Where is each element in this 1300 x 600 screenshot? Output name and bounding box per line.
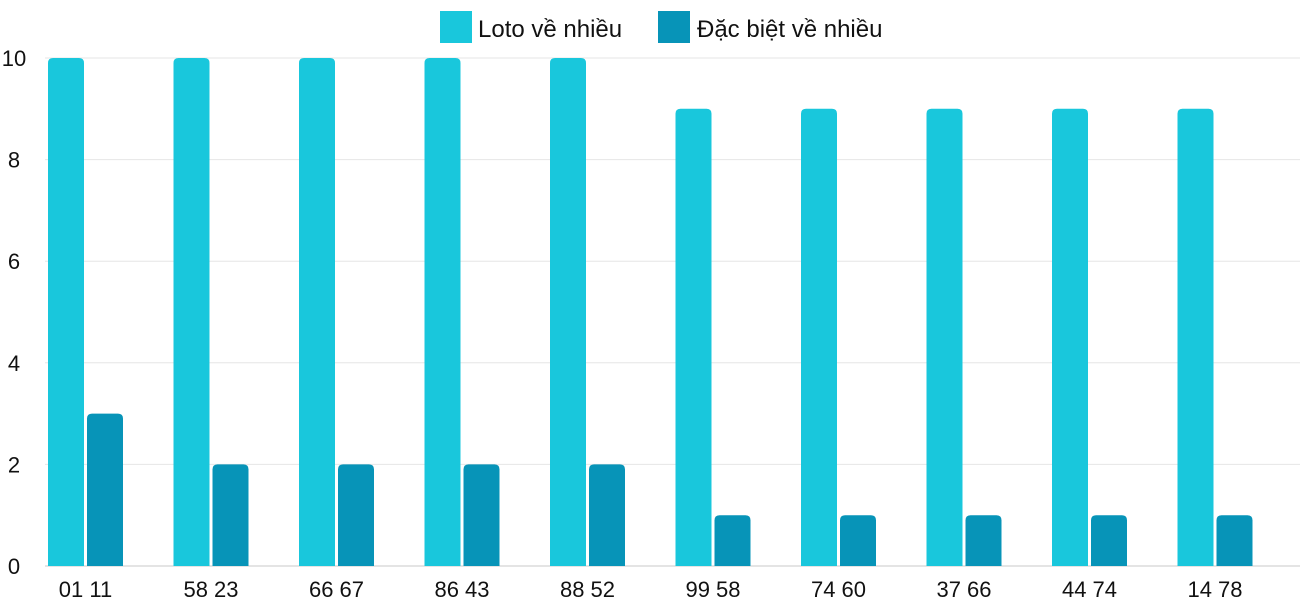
y-axis: 0 2 4 6 8 10 [2, 46, 26, 579]
x-tick-label: 99 58 [685, 577, 740, 600]
bar-loto-66-67[interactable] [299, 58, 335, 566]
x-tick-label: 88 52 [560, 577, 615, 600]
x-tick-label: 86 43 [434, 577, 489, 600]
x-tick-label: 37 66 [936, 577, 991, 600]
bar-dac-biet-99-58[interactable] [714, 515, 751, 566]
bar-loto-86-43[interactable] [424, 58, 461, 566]
y-tick-label: 6 [8, 249, 20, 274]
x-tick-label: 58 23 [183, 577, 238, 600]
bar-loto-88-52[interactable] [550, 58, 586, 566]
bar-loto-99-58[interactable] [675, 108, 712, 567]
legend-swatch-loto [440, 11, 472, 43]
bar-dac-biet-74-60[interactable] [840, 515, 876, 566]
bar-dac-biet-01-11[interactable] [87, 413, 123, 566]
x-tick-label: 14 78 [1187, 577, 1242, 600]
legend-item-loto[interactable]: Loto về nhiều [440, 11, 622, 43]
bar-dac-biet-14-78[interactable] [1216, 515, 1253, 566]
bars [48, 58, 1253, 567]
bar-dac-biet-88-52[interactable] [589, 464, 625, 566]
y-tick-label: 2 [8, 452, 20, 477]
x-tick-label: 74 60 [811, 577, 866, 600]
grid [45, 57, 1300, 567]
bar-loto-44-74[interactable] [1052, 108, 1088, 567]
bar-dac-biet-66-67[interactable] [338, 464, 374, 566]
bar-loto-37-66[interactable] [926, 108, 963, 567]
y-tick-label: 10 [2, 46, 26, 71]
bar-dac-biet-58-23[interactable] [212, 464, 249, 566]
bar-loto-58-23[interactable] [173, 58, 210, 566]
legend-label-loto: Loto về nhiều [478, 16, 622, 43]
legend-swatch-dac-biet [658, 11, 690, 43]
x-tick-label: 66 67 [309, 577, 364, 600]
legend-item-dac-biet[interactable]: Đặc biệt về nhiều [658, 11, 882, 43]
bar-dac-biet-86-43[interactable] [463, 464, 500, 566]
y-tick-label: 0 [8, 554, 20, 579]
legend: Loto về nhiều Đặc biệt về nhiều [440, 11, 882, 43]
legend-label-dac-biet: Đặc biệt về nhiều [697, 16, 882, 43]
y-tick-label: 4 [8, 351, 20, 376]
bar-loto-74-60[interactable] [801, 108, 837, 567]
y-tick-label: 8 [8, 148, 20, 173]
bar-dac-biet-37-66[interactable] [965, 515, 1002, 566]
bar-loto-01-11[interactable] [48, 58, 84, 566]
x-tick-label: 44 74 [1062, 577, 1117, 600]
x-axis: 01 11 58 23 66 67 86 43 88 52 99 58 74 60 37 66… [59, 577, 1243, 600]
x-tick-label: 01 11 [59, 577, 112, 600]
bar-loto-14-78[interactable] [1177, 108, 1214, 567]
bar-dac-biet-44-74[interactable] [1091, 515, 1127, 566]
